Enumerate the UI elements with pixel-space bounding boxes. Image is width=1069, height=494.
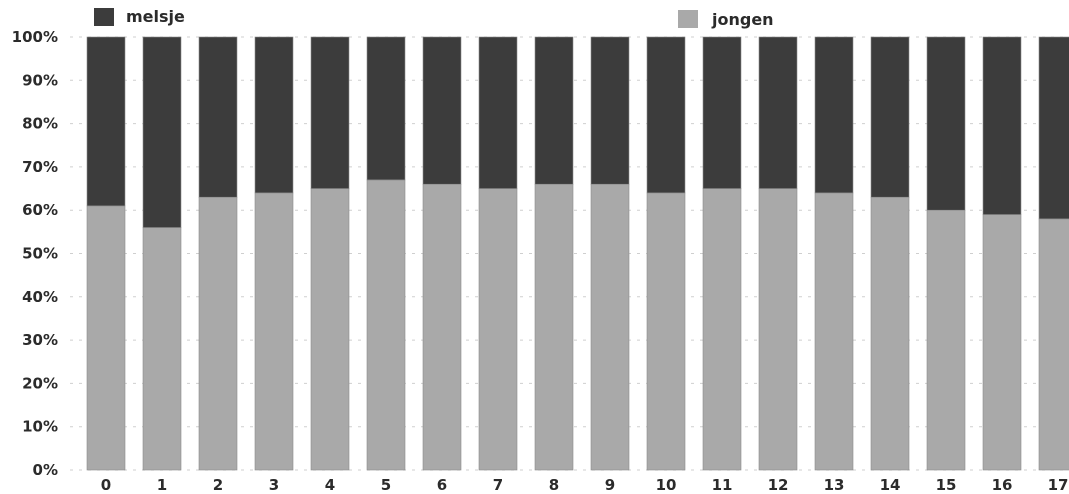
x-axis: 0 1 2 3 4 5 6 7 8 9 10 11 12 13 14 15 16 17 [101, 476, 1069, 494]
bar-segment-melsje [590, 36, 630, 185]
bar-segment-melsje [1038, 36, 1069, 220]
legend-label-jongen: jongen [711, 10, 774, 29]
bar-segment-melsje [534, 36, 574, 185]
bar-segment-jongen [870, 196, 910, 471]
bar-segment-melsje [926, 36, 966, 211]
bar-segment-jongen [198, 196, 238, 471]
y-tick-label: 80% [22, 115, 58, 133]
x-tick-label: 15 [936, 476, 957, 494]
x-tick-label: 11 [712, 476, 733, 494]
x-tick-label: 13 [824, 476, 845, 494]
bar-segment-jongen [982, 214, 1022, 471]
bar-segment-jongen [254, 192, 294, 471]
x-tick-label: 17 [1048, 476, 1069, 494]
x-tick-label: 3 [269, 476, 279, 494]
y-tick-label: 70% [22, 158, 58, 176]
y-tick-label: 100% [12, 28, 58, 46]
x-tick-label: 16 [992, 476, 1013, 494]
x-tick-label: 12 [768, 476, 789, 494]
legend-label-melsje: melsje [126, 7, 185, 26]
bar-segment-melsje [142, 36, 182, 228]
bar-segment-jongen [758, 188, 798, 471]
legend-swatch-jongen [678, 10, 698, 28]
x-tick-label: 1 [157, 476, 167, 494]
y-tick-label: 40% [22, 288, 58, 306]
bar-segment-melsje [86, 36, 126, 207]
x-tick-label: 4 [325, 476, 335, 494]
x-tick-label: 0 [101, 476, 111, 494]
x-tick-label: 7 [493, 476, 503, 494]
bars [86, 36, 1069, 471]
bar-segment-jongen [926, 209, 966, 471]
y-axis: 0% 10% 20% 30% 40% 50% 60% 70% 80% 90% 100% [12, 28, 58, 479]
legend: melsje jongen [94, 7, 774, 29]
y-tick-label: 30% [22, 331, 58, 349]
bar-segment-melsje [366, 36, 406, 181]
y-tick-label: 60% [22, 201, 58, 219]
y-tick-label: 90% [22, 71, 58, 89]
bar-segment-jongen [478, 188, 518, 471]
bar-segment-jongen [366, 179, 406, 471]
bar-segment-melsje [422, 36, 462, 185]
bar-segment-jongen [422, 183, 462, 471]
x-tick-label: 10 [656, 476, 677, 494]
bar-segment-jongen [534, 183, 574, 471]
x-tick-label: 8 [549, 476, 559, 494]
bar-segment-melsje [982, 36, 1022, 215]
bar-segment-jongen [142, 227, 182, 471]
bar-segment-jongen [814, 192, 854, 471]
bar-segment-melsje [310, 36, 350, 189]
x-tick-label: 5 [381, 476, 391, 494]
bar-segment-melsje [870, 36, 910, 198]
y-tick-label: 20% [22, 374, 58, 392]
bar-segment-melsje [254, 36, 294, 194]
bar-segment-jongen [310, 188, 350, 471]
bar-segment-melsje [646, 36, 686, 194]
bar-segment-jongen [86, 205, 126, 471]
y-tick-label: 0% [33, 461, 58, 479]
x-tick-label: 2 [213, 476, 223, 494]
legend-swatch-melsje [94, 8, 114, 26]
bar-segment-jongen [590, 183, 630, 471]
y-tick-label: 50% [22, 245, 58, 263]
bar-segment-melsje [702, 36, 742, 189]
x-tick-label: 9 [605, 476, 615, 494]
x-tick-label: 6 [437, 476, 447, 494]
bar-segment-jongen [702, 188, 742, 471]
y-tick-label: 10% [22, 418, 58, 436]
bar-segment-melsje [478, 36, 518, 189]
bar-segment-jongen [646, 192, 686, 471]
bar-segment-melsje [758, 36, 798, 189]
x-tick-label: 14 [880, 476, 901, 494]
bar-segment-melsje [814, 36, 854, 194]
bar-segment-melsje [198, 36, 238, 198]
bar-segment-jongen [1038, 218, 1069, 471]
